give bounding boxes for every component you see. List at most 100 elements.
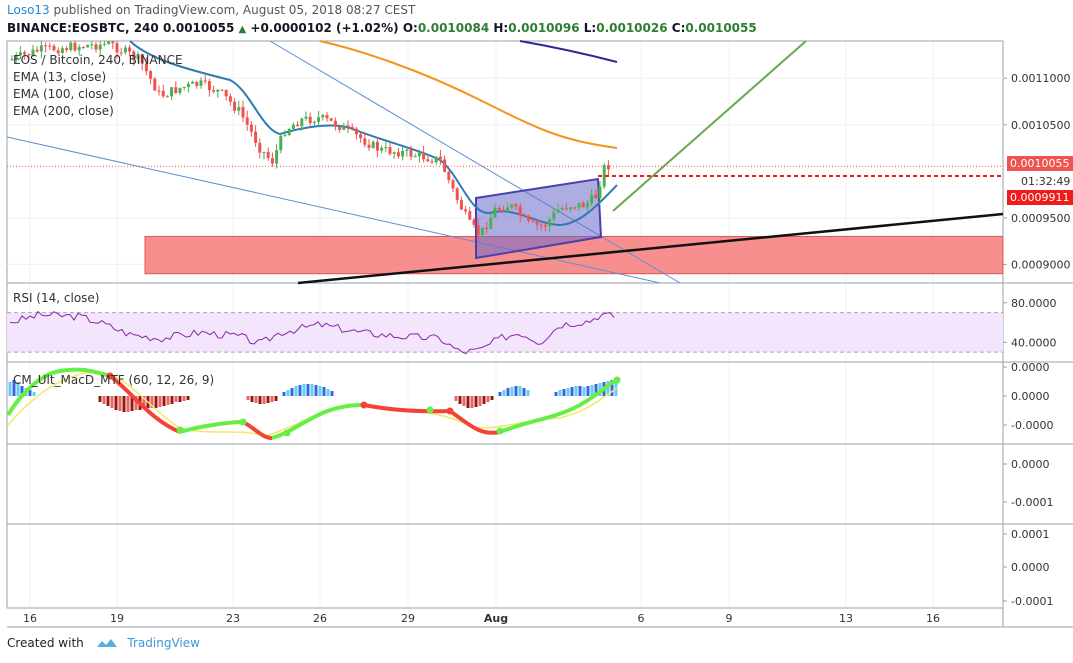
candle-body [81,47,85,49]
candle-body [518,206,522,216]
macd-histogram-bar [314,385,318,396]
author-link[interactable]: Loso13 [7,3,50,17]
last-value: 0.0010055 [162,21,235,35]
x-tick-label: 19 [110,612,124,625]
macd-histogram-bar [298,385,302,396]
candle-body [539,224,543,226]
macd-histogram-bar [282,392,286,396]
macd-histogram-bar [578,386,582,396]
candle-body [144,63,148,72]
macd-histogram-bar [286,390,290,396]
macd-histogram-bar [582,387,586,396]
candle-body [556,209,560,213]
candle-body [485,227,489,229]
candle-body [195,81,199,86]
macd-histogram-bar [254,396,258,403]
macd-cross-dot [613,376,621,384]
candle-body [170,87,174,97]
candle-body [111,41,115,44]
symbol-label: BINANCE:EOSBTC, 240 [7,21,159,35]
x-tick-label: 23 [226,612,240,625]
candle-body [31,49,35,56]
macd-histogram-bar [114,396,118,410]
candle-body [237,107,241,111]
macd-line-falling-4 [448,409,501,435]
candle-body [560,208,564,210]
candle-body [262,152,266,154]
candle-body [77,47,81,51]
rsi-tick-label: 80.0000 [1011,297,1057,310]
footer: Created with TradingView [7,636,200,650]
candle-body [346,125,350,128]
open-label: O: [402,21,418,35]
macd-histogram-bar [498,392,502,396]
candle-body [413,156,417,158]
candle-body [258,142,262,153]
candle-body [220,89,224,91]
candle-body [94,44,98,50]
candle-body [552,212,556,220]
candle-body [153,78,157,91]
candle-body [98,44,102,50]
macd-histogram-bar [514,386,518,396]
macd-histogram-bar [610,380,614,396]
candle-body [140,54,144,64]
macd-histogram-bar [470,396,474,408]
candle-body [581,202,585,208]
macd-histogram-bar [462,396,466,406]
macd-histogram-bar [258,396,262,404]
candle-body [233,101,237,111]
y-tick-label: 0.0009000 [1011,258,1071,271]
macd-histogram-bar [594,384,598,396]
rsi-tick-label: 40.0000 [1011,336,1057,349]
candle-body [564,208,568,210]
candle-body [27,54,31,56]
candle-body [325,114,329,119]
candle-body [178,87,182,93]
macd-histogram-bar [162,396,166,406]
candle-body [44,45,48,47]
macd-cross-dot [426,406,434,414]
candle-body [35,49,39,52]
last-price-tag: 0.0010055 [1007,156,1073,171]
candle-body [300,118,304,127]
macd-histogram-bar [166,396,170,405]
macd-histogram-bar [606,381,610,396]
tradingview-brand-link[interactable]: TradingView [127,636,200,650]
macd-histogram-bar [122,396,126,412]
open-value: 0.0010084 [417,21,490,35]
candle-body [375,141,379,151]
macd-histogram-bar [134,396,138,410]
macd-histogram-bar [274,396,278,401]
candle-body [363,138,367,145]
macd-histogram-bar [590,385,594,396]
candle-body [203,80,207,82]
macd-histogram-bar [98,396,102,402]
candle-body [602,165,606,187]
rising-channel [475,177,603,260]
macd-line-falling-2 [242,420,273,440]
macd-histogram-bar [262,396,266,404]
candle-body [426,159,430,162]
macd-cross-dot [360,401,368,409]
candle-body [266,152,270,159]
candle-body [132,51,136,60]
macd-cross-dot [283,429,291,437]
macd-histogram-bar [306,384,310,396]
change-value: +0.0000102 (+1.02%) [250,21,399,35]
candle-body [107,41,111,44]
macd-histogram-bar [518,386,522,396]
macd-histogram-bar [558,390,562,396]
candle-body [455,188,459,201]
header: Loso13 published on TradingView.com, Aug… [0,0,1073,40]
macd-histogram-bar [510,387,514,396]
candle-body [577,202,581,208]
candle-body [212,90,216,92]
black-support-trendline [297,212,1004,285]
candle-body [312,121,316,124]
macd-histogram-bar [302,384,306,396]
candle-body [371,141,375,148]
macd-histogram-bar [20,386,24,396]
macd-tick-label: 0.0000 [1011,390,1050,403]
